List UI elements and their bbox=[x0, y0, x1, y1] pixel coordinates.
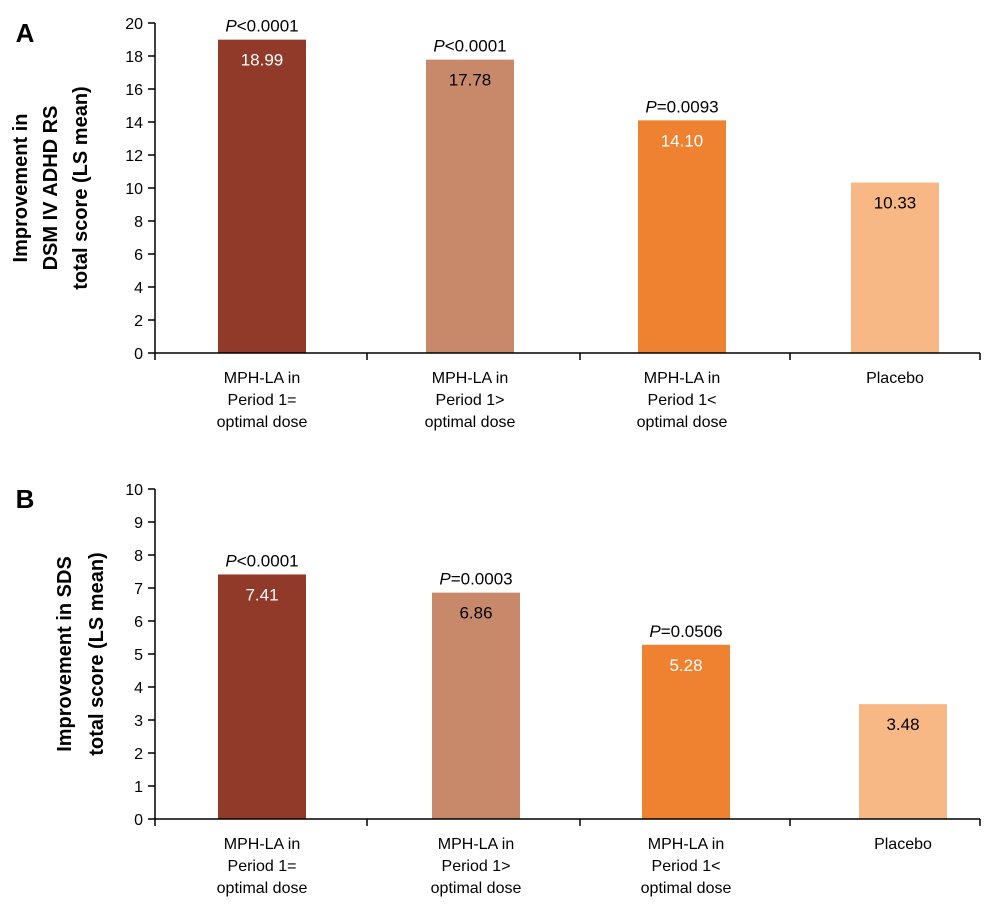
x-category-label-line: MPH-LA in bbox=[224, 370, 300, 387]
x-category-label-line: Period 1< bbox=[652, 858, 721, 875]
y-axis-title: Improvement in SDS total score (LS mean) bbox=[54, 552, 108, 755]
x-category-label-line: Period 1< bbox=[648, 392, 717, 409]
x-category-label-line: Period 1> bbox=[442, 858, 511, 875]
p-value-symbol: P bbox=[439, 570, 451, 589]
p-value-label: P<0.0001 bbox=[433, 37, 506, 56]
y-tick-label: 2 bbox=[134, 313, 143, 330]
panel-label: A bbox=[16, 18, 35, 48]
y-tick-label: 14 bbox=[125, 115, 143, 132]
x-category-label-line: MPH-LA in bbox=[648, 836, 724, 853]
x-category-label: MPH-LA in Period 1> optimal dose bbox=[431, 836, 522, 897]
p-value-text: <0.0001 bbox=[445, 37, 507, 56]
p-value-symbol: P bbox=[225, 17, 237, 36]
bar-value-label: 7.41 bbox=[245, 585, 278, 604]
y-tick-label: 6 bbox=[134, 247, 143, 264]
y-axis-title-line: total score (LS mean) bbox=[86, 552, 108, 755]
x-category-label: MPH-LA in Period 1= optimal dose bbox=[217, 370, 308, 431]
x-category-label-line: optimal dose bbox=[217, 414, 308, 431]
x-category-label-line: Period 1> bbox=[436, 392, 505, 409]
x-category-label-line: Period 1= bbox=[228, 858, 297, 875]
y-axis-title-line: total score (LS mean) bbox=[70, 86, 92, 289]
y-tick-label: 7 bbox=[134, 581, 143, 598]
y-tick-label: 10 bbox=[125, 181, 143, 198]
x-category-label-line: Placebo bbox=[866, 370, 924, 387]
x-category-label-line: MPH-LA in bbox=[224, 836, 300, 853]
bar-1 bbox=[218, 39, 306, 353]
y-tick-label: 3 bbox=[134, 713, 143, 730]
p-value-text: =0.0093 bbox=[657, 97, 719, 116]
x-category-label-line: MPH-LA in bbox=[432, 370, 508, 387]
y-tick-label: 20 bbox=[125, 16, 143, 33]
y-axis-title: Improvement in DSM IV ADHD RS total score … bbox=[10, 86, 92, 289]
bar-3 bbox=[638, 120, 726, 353]
y-tick-label: 8 bbox=[134, 548, 143, 565]
y-tick-label: 8 bbox=[134, 214, 143, 231]
p-value-symbol: P bbox=[649, 622, 661, 641]
p-value-text: =0.0506 bbox=[661, 622, 723, 641]
bar-value-label: 3.48 bbox=[886, 715, 919, 734]
y-axis-title-line: Improvement in SDS bbox=[54, 556, 76, 752]
bar-1 bbox=[218, 574, 306, 819]
x-category-label-line: Placebo bbox=[874, 836, 932, 853]
x-category-label-line: optimal dose bbox=[641, 880, 732, 897]
p-value-symbol: P bbox=[645, 97, 657, 116]
x-category-label: Placebo bbox=[874, 836, 932, 853]
p-value-text: =0.0003 bbox=[451, 570, 513, 589]
p-value-label: P<0.0001 bbox=[225, 551, 298, 570]
x-category-label-line: optimal dose bbox=[431, 880, 522, 897]
y-tick-label: 10 bbox=[125, 482, 143, 499]
panel-label: B bbox=[16, 484, 35, 514]
x-category-label: MPH-LA in Period 1< optimal dose bbox=[641, 836, 732, 897]
y-tick-label: 2 bbox=[134, 746, 143, 763]
x-category-label-line: optimal dose bbox=[637, 414, 728, 431]
p-value-text: <0.0001 bbox=[237, 551, 299, 570]
p-value-symbol: P bbox=[433, 37, 445, 56]
x-category-label-line: MPH-LA in bbox=[438, 836, 514, 853]
x-category-label: MPH-LA in Period 1< optimal dose bbox=[637, 370, 728, 431]
p-value-label: P=0.0003 bbox=[439, 570, 512, 589]
y-tick-label: 4 bbox=[134, 680, 143, 697]
p-value-label: P=0.0093 bbox=[645, 97, 718, 116]
y-tick-label: 0 bbox=[134, 812, 143, 829]
bar-value-label: 10.33 bbox=[874, 194, 917, 213]
p-value-symbol: P bbox=[225, 551, 237, 570]
p-value-label: P<0.0001 bbox=[225, 17, 298, 36]
y-tick-label: 5 bbox=[134, 647, 143, 664]
bar-4 bbox=[859, 704, 947, 819]
bar-2 bbox=[432, 592, 520, 819]
y-tick-label: 12 bbox=[125, 148, 143, 165]
bar-2 bbox=[426, 59, 514, 353]
x-category-label: Placebo bbox=[866, 370, 924, 387]
bar-value-label: 17.78 bbox=[449, 71, 492, 90]
x-category-label: MPH-LA in Period 1> optimal dose bbox=[425, 370, 516, 431]
bar-value-label: 14.10 bbox=[661, 131, 704, 150]
y-tick-label: 4 bbox=[134, 280, 143, 297]
bar-value-label: 18.99 bbox=[241, 51, 284, 70]
panel-a: A Improvement in DSM IV ADHD RS total score… bbox=[10, 16, 981, 431]
y-tick-label: 1 bbox=[134, 779, 143, 796]
x-category-label-line: optimal dose bbox=[425, 414, 516, 431]
x-category-label-line: MPH-LA in bbox=[644, 370, 720, 387]
bar-4 bbox=[851, 182, 939, 353]
y-tick-label: 16 bbox=[125, 82, 143, 99]
p-value-label: P=0.0506 bbox=[649, 622, 722, 641]
p-value-text: <0.0001 bbox=[237, 17, 299, 36]
x-category-label: MPH-LA in Period 1= optimal dose bbox=[217, 836, 308, 897]
x-category-label-line: optimal dose bbox=[217, 880, 308, 897]
bar-3 bbox=[642, 644, 730, 819]
x-category-label-line: Period 1= bbox=[228, 392, 297, 409]
panel-b: B Improvement in SDS total score (LS mean)… bbox=[16, 482, 981, 897]
y-tick-label: 9 bbox=[134, 515, 143, 532]
y-tick-label: 0 bbox=[134, 346, 143, 363]
y-axis-title-line: DSM IV ADHD RS bbox=[40, 106, 62, 271]
y-tick-label: 6 bbox=[134, 614, 143, 631]
bar-value-label: 6.86 bbox=[459, 604, 492, 623]
bar-value-label: 5.28 bbox=[669, 656, 702, 675]
y-axis-title-line: Improvement in bbox=[10, 114, 32, 263]
y-tick-label: 18 bbox=[125, 49, 143, 66]
